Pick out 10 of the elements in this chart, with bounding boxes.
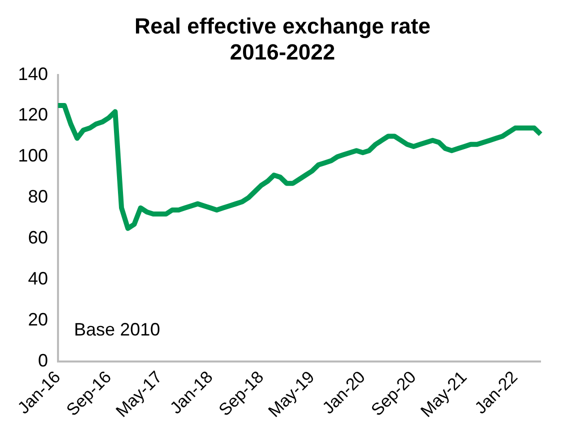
y-tick-label: 20 xyxy=(28,310,48,330)
y-tick-label: 120 xyxy=(18,104,48,125)
y-tick-label: 100 xyxy=(18,146,48,166)
y-tick-label: 140 xyxy=(18,64,48,84)
chart-title: Real effective exchange rate 2016-2022 xyxy=(134,13,430,65)
y-tick-label: 40 xyxy=(28,268,48,289)
y-tick-label: 60 xyxy=(28,228,48,248)
y-tick-label: 80 xyxy=(28,186,48,207)
y-tick-label: 0 xyxy=(38,350,48,370)
annotation: Base 2010 xyxy=(74,319,160,340)
